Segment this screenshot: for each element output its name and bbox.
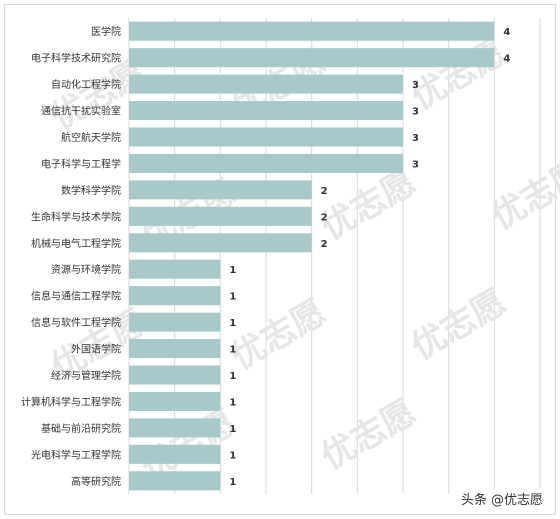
watermark-layer: 优志愿优志愿优志愿优志愿优志愿优志愿优志愿优志愿优志愿优志愿优志愿 [45, 32, 560, 488]
value-label: 3 [412, 159, 419, 170]
bar [129, 206, 312, 226]
bar [129, 391, 221, 411]
gridlines [128, 18, 541, 494]
bars [129, 21, 495, 491]
category-label: 信息与软件工程学院 [31, 316, 121, 329]
bar [129, 127, 403, 147]
category-label: 外国语学院 [71, 343, 121, 356]
value-label: 1 [229, 450, 236, 461]
category-label: 机械与电气工程学院 [31, 237, 121, 250]
bar [129, 471, 221, 491]
value-label: 1 [229, 477, 236, 488]
bar [129, 286, 221, 306]
watermark: 优志愿 [485, 152, 560, 238]
value-label: 3 [412, 133, 419, 144]
bar [129, 48, 495, 68]
bar [129, 153, 403, 173]
bar [129, 180, 312, 200]
value-label: 1 [229, 371, 236, 382]
bar [129, 74, 403, 94]
bar [129, 365, 221, 385]
bar [129, 259, 221, 279]
value-label: 1 [229, 345, 236, 356]
value-label: 3 [412, 107, 419, 118]
value-label: 1 [229, 318, 236, 329]
value-label: 2 [321, 186, 328, 197]
category-label: 电子科学技术研究院 [31, 52, 121, 65]
bar [129, 101, 403, 121]
category-labels: 医学院电子科学技术研究院自动化工程学院通信抗干扰实验室航空航天学院电子科学与工程… [21, 25, 121, 488]
value-label: 1 [229, 265, 236, 276]
category-label: 数学科学学院 [61, 184, 121, 197]
category-label: 航空航天学院 [61, 131, 121, 144]
bar [129, 418, 221, 438]
category-label: 资源与环境学院 [51, 263, 121, 276]
category-label: 医学院 [91, 25, 121, 38]
value-label: 1 [229, 424, 236, 435]
category-label: 通信抗干扰实验室 [41, 105, 121, 118]
value-label: 2 [321, 212, 328, 223]
watermark: 优志愿 [225, 292, 333, 378]
category-label: 光电科学与工程学院 [31, 448, 121, 461]
bar [129, 444, 221, 464]
bar [129, 233, 312, 253]
value-label: 4 [503, 54, 510, 65]
category-label: 计算机科学与工程学院 [21, 395, 121, 408]
watermark: 优志愿 [405, 282, 513, 368]
value-label: 3 [412, 80, 419, 91]
bar [129, 312, 221, 332]
value-label: 4 [503, 27, 510, 38]
bar [129, 21, 495, 41]
watermark: 优志愿 [315, 392, 423, 478]
category-label: 基础与前沿研究院 [41, 422, 121, 435]
category-label: 经济与管理学院 [51, 369, 121, 382]
category-label: 高等研究院 [71, 475, 121, 488]
category-label: 信息与通信工程学院 [31, 290, 121, 303]
credit-caption: 头条 @优志愿 [457, 488, 546, 509]
value-labels: 4 4 3 3 3 3 2 2 2 1 1 1 1 1 1 1 1 1 [229, 27, 510, 488]
watermark: 优志愿 [315, 162, 423, 248]
category-label: 电子科学与工程学 [41, 157, 121, 170]
value-label: 2 [321, 239, 328, 250]
value-label: 1 [229, 292, 236, 303]
bar [129, 339, 221, 359]
value-label: 1 [229, 397, 236, 408]
category-label: 自动化工程学院 [51, 78, 121, 91]
category-label: 生命科学与技术学院 [31, 210, 121, 223]
watermark: 优志愿 [405, 32, 513, 118]
